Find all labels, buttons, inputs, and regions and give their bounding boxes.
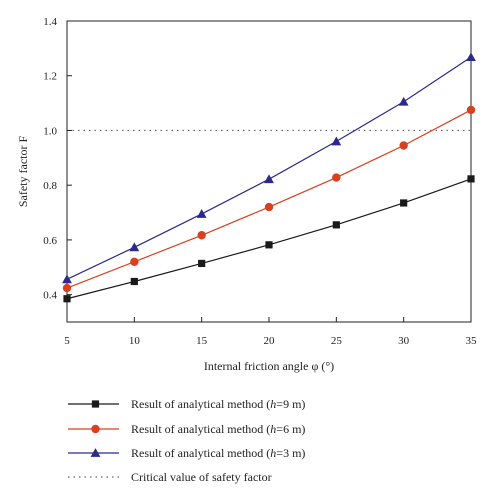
data-point — [129, 242, 140, 252]
series-triangle — [62, 52, 476, 284]
x-tick-label: 20 — [264, 335, 276, 347]
plot-frame — [66, 20, 472, 323]
data-point — [332, 221, 340, 229]
legend-item: Result of analytical method (h=9 m) — [68, 397, 305, 411]
series-square — [63, 175, 475, 303]
legend: Result of analytical method (h=9 m) Resul… — [68, 397, 305, 484]
series-line — [66, 109, 472, 289]
x-tick-label: 30 — [398, 335, 410, 347]
x-axis-title: Internal friction angle φ (°) — [204, 359, 334, 373]
plot-border — [66, 20, 472, 323]
data-point — [90, 448, 101, 457]
x-tick-label: 35 — [466, 335, 478, 347]
data-point — [62, 283, 72, 293]
x-tick-label: 25 — [331, 335, 343, 347]
series-circle — [62, 105, 476, 293]
data-point — [466, 52, 476, 62]
data-point — [62, 274, 72, 284]
x-tick-label: 5 — [64, 335, 70, 347]
legend-label: Critical value of safety factor — [131, 470, 272, 484]
data-point — [197, 231, 206, 240]
data-point — [63, 295, 71, 303]
y-axis-title: Safety factor F — [16, 136, 30, 208]
legend-label: Result of analytical method (h=9 m) — [131, 397, 305, 411]
data-point — [130, 277, 138, 286]
legend-item: Critical value of safety factor — [68, 470, 272, 484]
data-point — [198, 259, 206, 268]
y-tick-label: 0.4 — [43, 290, 57, 302]
y-tick-label: 0.8 — [43, 180, 57, 192]
data-point — [466, 105, 476, 115]
data-point — [91, 400, 100, 408]
data-point — [130, 257, 139, 266]
y-tick-label: 1.2 — [43, 71, 57, 83]
data-point — [331, 136, 342, 146]
data-point — [265, 241, 273, 249]
axis-ticks: 5 10 15 20 25 30 35 0.4 0.6 0.8 1.0 1.2 1.4 — [43, 16, 477, 347]
series-layer — [62, 52, 476, 303]
legend-label: Result of analytical method (h=3 m) — [131, 446, 305, 460]
data-point — [400, 199, 408, 207]
data-point — [467, 175, 475, 183]
x-tick-label: 10 — [129, 335, 141, 347]
data-point — [196, 209, 207, 218]
y-tick-label: 1.4 — [43, 16, 57, 28]
data-point — [332, 173, 341, 182]
series-line — [66, 178, 472, 300]
y-tick-label: 0.6 — [43, 235, 57, 247]
y-tick-label: 1.0 — [43, 125, 57, 137]
legend-item: Result of analytical method (h=6 m) — [68, 422, 305, 436]
legend-item: Result of analytical method (h=3 m) — [68, 446, 305, 460]
legend-label: Result of analytical method (h=6 m) — [131, 422, 305, 436]
data-point — [398, 96, 409, 106]
data-point — [399, 141, 408, 150]
data-point — [264, 174, 274, 184]
x-tick-label: 15 — [196, 335, 208, 347]
data-point — [264, 202, 274, 212]
data-point — [91, 424, 100, 434]
